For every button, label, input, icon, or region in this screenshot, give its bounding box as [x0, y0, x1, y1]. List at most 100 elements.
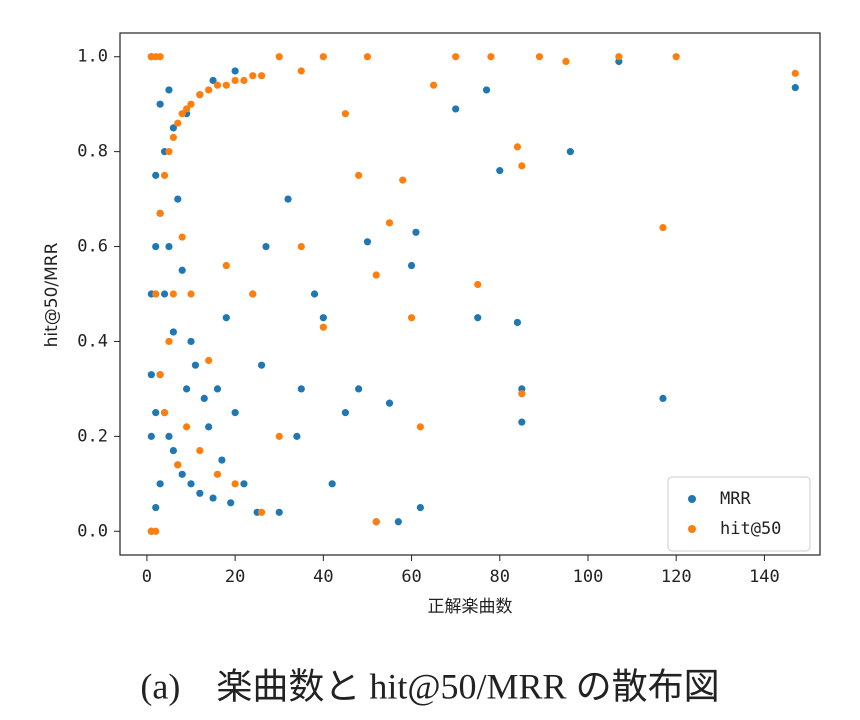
x-tick-label: 80 — [490, 567, 510, 587]
point — [178, 470, 186, 478]
point — [187, 100, 195, 108]
point — [284, 195, 292, 203]
legend-marker — [688, 525, 696, 533]
point — [341, 409, 349, 417]
point — [430, 81, 438, 89]
point — [355, 385, 363, 393]
point — [372, 518, 380, 526]
y-tick-label: 0.0 — [77, 521, 108, 541]
point — [257, 72, 266, 80]
point — [187, 290, 195, 298]
point — [222, 261, 230, 270]
point — [496, 167, 504, 175]
point — [791, 83, 799, 92]
point — [363, 53, 372, 61]
point — [659, 223, 667, 232]
point — [165, 86, 173, 94]
point — [518, 390, 526, 398]
point — [275, 53, 283, 61]
point — [363, 238, 372, 246]
y-axis-label: hit@50/MRR — [42, 242, 62, 347]
point — [319, 323, 327, 331]
x-axis-label: 正解楽曲数 — [428, 597, 513, 617]
point — [218, 456, 226, 464]
point — [156, 209, 164, 217]
point — [152, 503, 160, 512]
point — [319, 53, 327, 61]
point — [452, 53, 460, 61]
point — [791, 69, 799, 77]
point — [513, 318, 522, 327]
legend-marker — [688, 495, 696, 503]
point — [213, 81, 222, 89]
y-tick-label: 0.4 — [77, 331, 108, 351]
point — [160, 409, 169, 417]
point — [178, 233, 186, 241]
x-tick-label: 100 — [573, 567, 604, 587]
point — [169, 124, 177, 132]
point — [482, 86, 491, 94]
point — [169, 447, 177, 455]
point — [156, 100, 164, 108]
point — [209, 76, 217, 85]
point — [231, 409, 239, 417]
point — [385, 219, 394, 227]
point — [183, 385, 191, 393]
point — [152, 290, 160, 298]
point — [262, 242, 270, 251]
point — [147, 371, 155, 379]
point — [174, 461, 182, 469]
point — [191, 361, 200, 369]
point — [297, 67, 305, 75]
point — [183, 105, 191, 113]
point — [249, 290, 257, 298]
point — [310, 290, 319, 298]
point — [518, 418, 526, 426]
y-tick-label: 0.6 — [77, 237, 108, 257]
point — [156, 53, 164, 61]
point — [183, 423, 191, 431]
point — [562, 57, 570, 66]
point — [169, 133, 177, 141]
x-tick-label: 140 — [749, 567, 780, 587]
y-tick-label: 0.8 — [77, 142, 108, 162]
point — [165, 337, 173, 346]
point — [178, 110, 186, 118]
legend-label: hit@50 — [720, 519, 781, 539]
x-tick-label: 60 — [401, 567, 421, 587]
point — [169, 328, 177, 336]
point — [156, 371, 164, 379]
point — [178, 266, 186, 274]
point — [187, 337, 195, 346]
point — [513, 143, 522, 151]
point — [535, 53, 544, 61]
point — [213, 470, 222, 478]
point — [205, 423, 213, 431]
point — [152, 171, 160, 179]
point — [205, 86, 213, 94]
point — [249, 72, 257, 80]
point — [416, 503, 424, 512]
legend-label: MRR — [720, 489, 751, 509]
point — [297, 242, 305, 251]
point — [319, 314, 327, 322]
point — [200, 394, 208, 402]
point — [328, 480, 336, 488]
point — [196, 91, 204, 99]
point — [257, 361, 266, 369]
point — [341, 110, 349, 118]
point — [152, 242, 160, 251]
point — [355, 171, 363, 179]
point — [222, 81, 230, 89]
point — [275, 432, 283, 440]
point — [231, 67, 239, 75]
point — [160, 290, 169, 298]
point — [394, 518, 402, 526]
point — [474, 280, 482, 289]
point — [174, 195, 182, 203]
point — [227, 499, 235, 507]
point — [372, 271, 380, 279]
point — [407, 314, 416, 322]
y-tick-label: 0.2 — [77, 426, 108, 446]
